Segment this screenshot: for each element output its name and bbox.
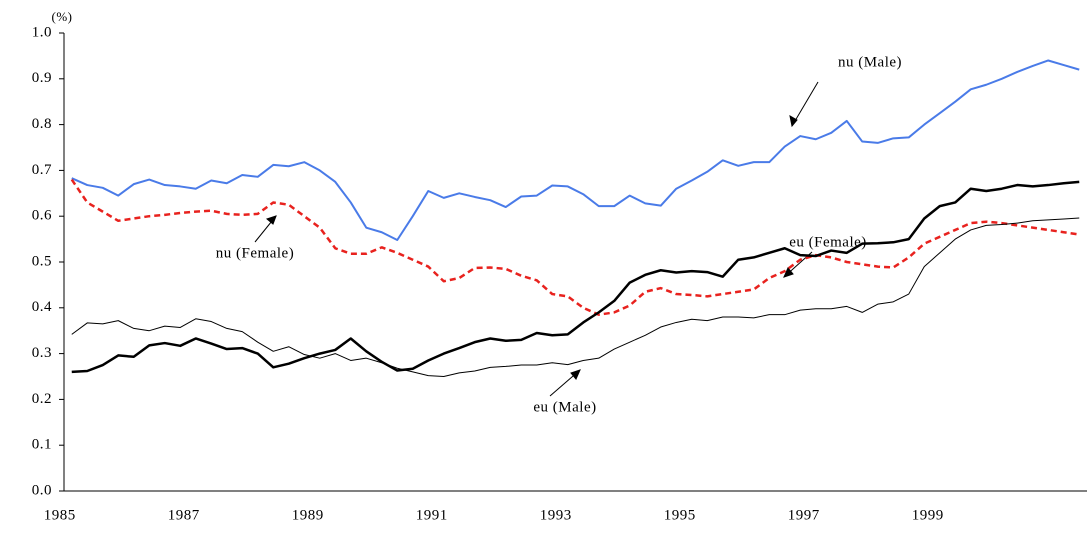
arrow-head bbox=[265, 215, 277, 225]
series-line bbox=[71, 59, 1080, 242]
y-tick-label: 0.1 bbox=[32, 437, 52, 453]
y-tick-label: 0.2 bbox=[32, 391, 52, 407]
arrow-head bbox=[789, 115, 798, 128]
series-line bbox=[71, 217, 1080, 377]
y-tick-label: 0.7 bbox=[32, 162, 52, 178]
x-tick-label: 1999 bbox=[912, 507, 944, 523]
y-tick-label: 0.6 bbox=[32, 208, 52, 224]
y-tick-label: 0.9 bbox=[32, 70, 52, 86]
series-label: nu (Female) bbox=[216, 245, 294, 261]
series-line bbox=[70, 178, 1080, 316]
series-label: nu (Male) bbox=[838, 54, 902, 70]
x-tick-label: 1987 bbox=[168, 507, 200, 523]
y-tick-label: 1.0 bbox=[32, 24, 52, 40]
arrow-head bbox=[783, 267, 794, 278]
y-tick-label: 0.8 bbox=[32, 116, 52, 132]
series-label: eu (Female) bbox=[789, 234, 867, 250]
series-line bbox=[71, 180, 1080, 374]
x-tick-label: 1989 bbox=[292, 507, 324, 523]
y-tick-label: 0.3 bbox=[32, 345, 52, 361]
y-tick-label: 0.4 bbox=[32, 299, 52, 315]
y-tick-label: 0.0 bbox=[32, 482, 52, 498]
arrow bbox=[791, 81, 819, 127]
x-tick-label: 1995 bbox=[664, 507, 696, 523]
series-label: eu (Male) bbox=[533, 399, 596, 415]
y-tick-label: 0.5 bbox=[32, 253, 52, 269]
x-tick-label: 1991 bbox=[416, 507, 448, 523]
arrow-head bbox=[570, 369, 581, 380]
x-tick-label: 1997 bbox=[788, 507, 820, 523]
arrows bbox=[254, 81, 819, 397]
x-tick-label: 1985 bbox=[44, 507, 76, 523]
y-unit: (%) bbox=[52, 9, 73, 24]
x-tick-label: 1993 bbox=[540, 507, 572, 523]
